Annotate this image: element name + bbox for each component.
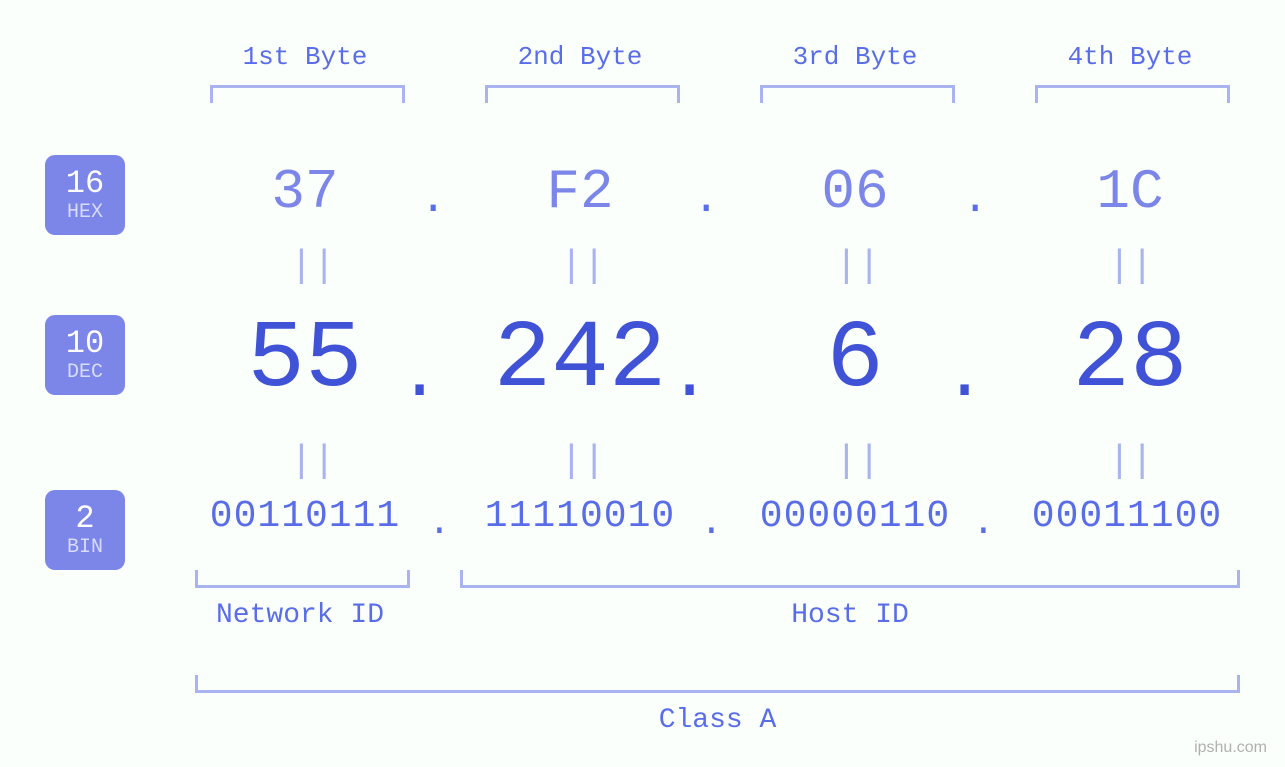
hex-dot-3: . <box>962 175 988 225</box>
dec-dot-3: . <box>943 335 986 417</box>
hex-byte-4: 1C <box>1030 160 1230 224</box>
bin-byte-1: 00110111 <box>185 495 425 538</box>
bracket-host-id <box>460 570 1240 588</box>
equals-1-3: || <box>835 245 875 288</box>
label-host-id: Host ID <box>460 600 1240 631</box>
bracket-top-1 <box>210 85 405 103</box>
label-network-id: Network ID <box>200 600 400 631</box>
bracket-class <box>195 675 1240 693</box>
base-badge-dec: 10 DEC <box>45 315 125 395</box>
bracket-top-3 <box>760 85 955 103</box>
hex-dot-2: . <box>693 175 719 225</box>
bin-byte-3: 00000110 <box>735 495 975 538</box>
equals-2-2: || <box>560 440 600 483</box>
equals-1-1: || <box>290 245 330 288</box>
label-class: Class A <box>195 705 1240 736</box>
base-badge-hex: 16 HEX <box>45 155 125 235</box>
equals-2-1: || <box>290 440 330 483</box>
bin-byte-2: 11110010 <box>460 495 700 538</box>
bracket-top-4 <box>1035 85 1230 103</box>
byte-header-1: 1st Byte <box>205 42 405 72</box>
equals-2-4: || <box>1108 440 1148 483</box>
bracket-network-id <box>195 570 410 588</box>
bin-dot-3: . <box>972 502 995 545</box>
equals-2-3: || <box>835 440 875 483</box>
dec-dot-2: . <box>668 335 711 417</box>
base-lbl-bin: BIN <box>67 537 103 559</box>
watermark: ipshu.com <box>1194 739 1267 757</box>
dec-byte-1: 55 <box>205 305 405 414</box>
base-num-bin: 2 <box>75 501 94 536</box>
hex-byte-2: F2 <box>480 160 680 224</box>
ip-address-diagram: 1st Byte 2nd Byte 3rd Byte 4th Byte 16 H… <box>0 0 1285 767</box>
bracket-top-2 <box>485 85 680 103</box>
base-num-dec: 10 <box>66 326 104 361</box>
hex-byte-1: 37 <box>205 160 405 224</box>
bin-byte-4: 00011100 <box>1007 495 1247 538</box>
bin-dot-2: . <box>700 502 723 545</box>
hex-dot-1: . <box>420 175 446 225</box>
byte-header-3: 3rd Byte <box>755 42 955 72</box>
equals-1-4: || <box>1108 245 1148 288</box>
byte-header-4: 4th Byte <box>1030 42 1230 72</box>
base-num-hex: 16 <box>66 166 104 201</box>
byte-header-2: 2nd Byte <box>480 42 680 72</box>
equals-1-2: || <box>560 245 600 288</box>
hex-byte-3: 06 <box>755 160 955 224</box>
dec-byte-3: 6 <box>755 305 955 414</box>
base-lbl-hex: HEX <box>67 202 103 224</box>
bin-dot-1: . <box>428 502 451 545</box>
base-badge-bin: 2 BIN <box>45 490 125 570</box>
dec-byte-2: 242 <box>480 305 680 414</box>
dec-dot-1: . <box>398 335 441 417</box>
base-lbl-dec: DEC <box>67 362 103 384</box>
dec-byte-4: 28 <box>1030 305 1230 414</box>
